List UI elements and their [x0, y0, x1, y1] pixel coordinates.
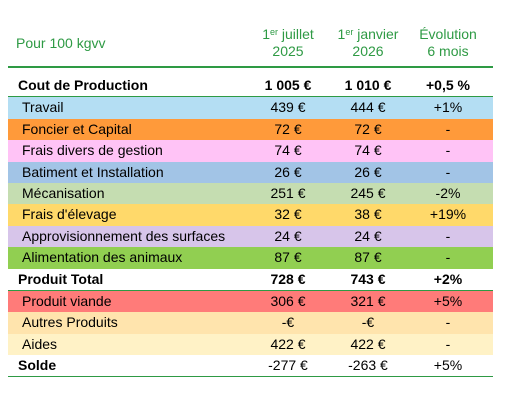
header-rule — [8, 66, 493, 68]
column-header-line: 1er janvier — [337, 26, 399, 42]
cost-table: Cout de Production 1 005 €1 010 € +0,5 % T… — [8, 75, 493, 378]
table-row: Produit Total 728 €743 € +2% — [8, 269, 493, 291]
table-row: Batiment et Installation 26 €26 € - — [8, 161, 493, 183]
column-header-line: 1er juillet — [262, 26, 314, 42]
column-header-period: 6 mois — [427, 43, 469, 59]
unit-header: Pour 100 kgvv — [16, 35, 106, 51]
table-header: Pour 100 kgvv 1er juillet 2025 1er janvi… — [0, 0, 505, 66]
table-row: Approvisionnement des surfaces 24 €24 € - — [8, 225, 493, 248]
table-row: Solde -277 € -263 € +5% — [8, 355, 493, 378]
column-header-year: 2026 — [352, 43, 384, 59]
column-header-line: Évolution — [419, 26, 477, 42]
table-row: Foncier et Capital 72 €72 € - — [8, 118, 493, 141]
table-row: Mécanisation 251 €245 € -2% — [8, 182, 493, 205]
table-row: Alimentation des animaux 87 €87 € - — [8, 247, 493, 269]
table-row: Frais d'élevage 32 €38 € +19% — [8, 204, 493, 226]
table-row: Produit viande 306 €321 € +5% — [8, 290, 493, 313]
table-row: Travail 439 €444 € +1% — [8, 97, 493, 119]
column-header-evolution: Évolution 6 mois — [408, 26, 488, 60]
table-row: Cout de Production 1 005 €1 010 € +0,5 % — [8, 75, 493, 98]
table-row: Autres Produits -€ -€ - — [8, 312, 493, 334]
column-header-january-2026: 1er janvier 2026 — [328, 26, 408, 60]
table-row: Aides 422 €422 € - — [8, 333, 493, 356]
table-row: Frais divers de gestion 74 €74 € - — [8, 140, 493, 162]
column-header-year: 2025 — [272, 43, 304, 59]
column-header-july-2025: 1er juillet 2025 — [248, 26, 328, 60]
